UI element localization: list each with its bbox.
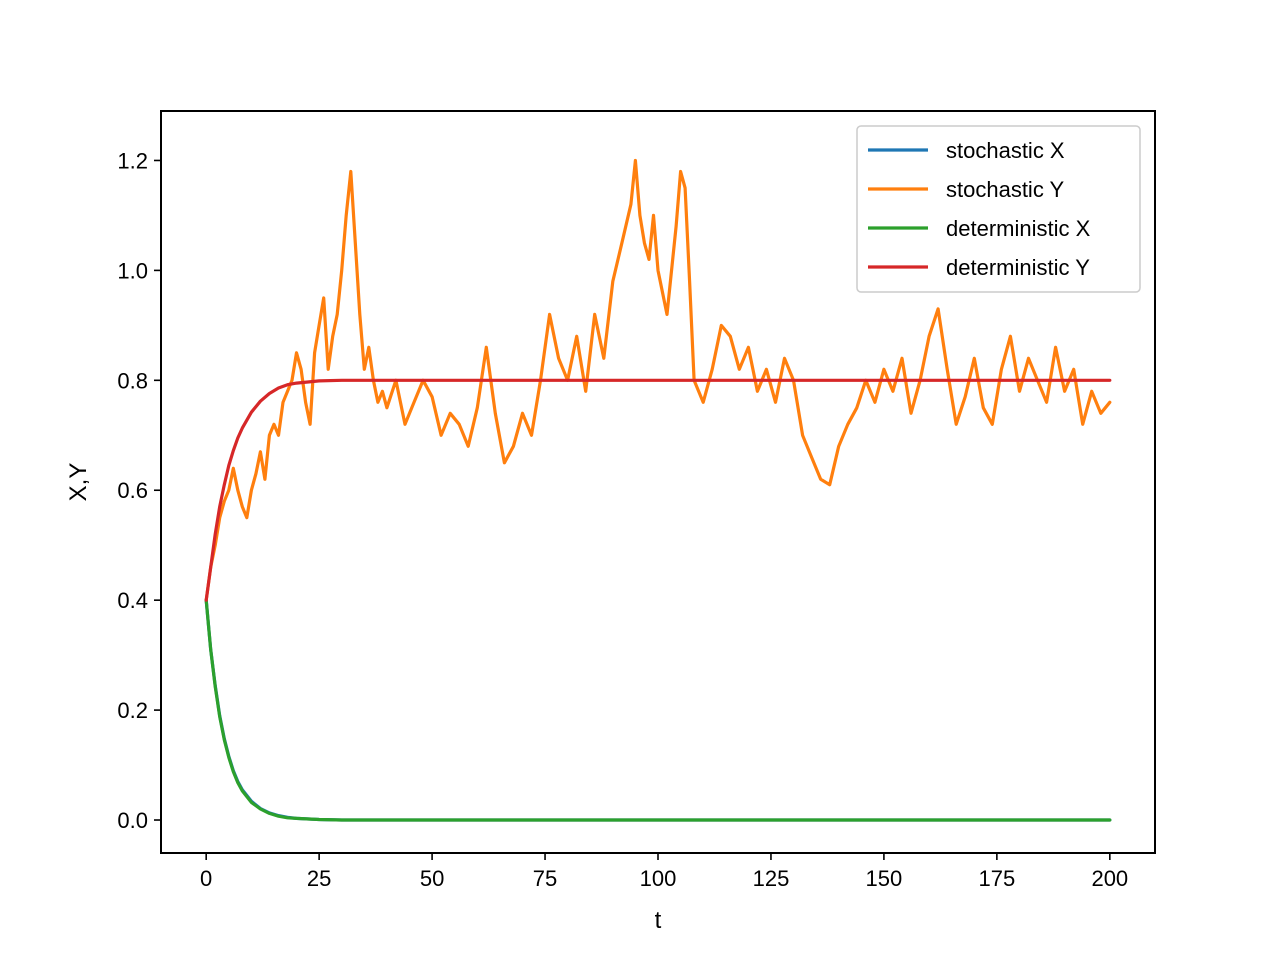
series-line-1 [204,158,1112,602]
y-axis-label: X,Y [65,463,92,502]
series-line-0 [204,598,1112,822]
x-tick-label: 100 [640,866,677,891]
x-tick-label: 200 [1091,866,1128,891]
x-axis: 0 25 50 75 100 125 150 175 200 [200,853,1128,891]
legend-label-2: deterministic X [946,216,1091,241]
x-tick-label: 125 [753,866,790,891]
y-axis: 0.0 0.2 0.4 0.6 0.8 1.0 1.2 [117,148,161,833]
x-tick-label: 75 [533,866,557,891]
x-tick-label: 25 [307,866,331,891]
legend-box [856,125,1141,293]
x-axis-label: t [655,907,662,934]
series-line-3 [204,378,1112,602]
legend-label-0: stochastic X [946,138,1065,163]
x-tick-label: 0 [200,866,212,891]
y-tick-label: 1.2 [117,148,148,173]
x-tick-label: 150 [866,866,903,891]
legend-label-3: deterministic Y [946,255,1090,280]
y-tick-label: 1.0 [117,258,148,283]
y-tick-label: 0.8 [117,368,148,393]
y-tick-label: 0.0 [117,808,148,833]
series-layer [204,158,1112,822]
series-line-2 [204,598,1112,822]
legend: stochastic X stochastic Y deterministic X d… [856,125,1141,293]
legend-label-1: stochastic Y [946,177,1065,202]
y-tick-label: 0.6 [117,478,148,503]
y-tick-label: 0.2 [117,698,148,723]
x-tick-label: 175 [979,866,1016,891]
x-tick-label: 50 [420,866,444,891]
y-tick-label: 0.4 [117,588,148,613]
